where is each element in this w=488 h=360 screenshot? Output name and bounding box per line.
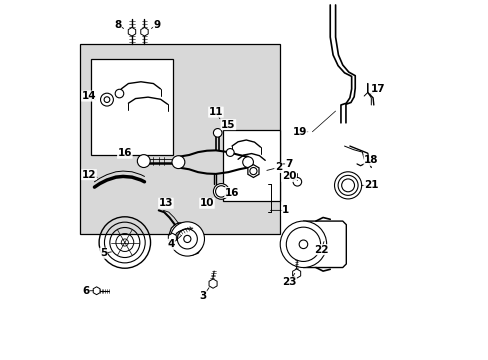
Circle shape [115,89,123,98]
Circle shape [242,157,253,167]
FancyBboxPatch shape [91,59,173,155]
Text: 16: 16 [117,148,132,158]
Circle shape [285,227,320,261]
Text: 22: 22 [313,245,328,255]
Circle shape [215,186,226,197]
Circle shape [183,235,190,243]
Text: 8: 8 [114,19,121,30]
Text: 12: 12 [81,170,96,180]
Text: 14: 14 [81,91,96,101]
Polygon shape [93,287,100,295]
Text: 4: 4 [167,239,175,249]
Circle shape [177,229,197,249]
Text: 11: 11 [208,107,223,117]
Circle shape [213,184,229,199]
Polygon shape [128,27,135,36]
Circle shape [334,172,361,199]
Circle shape [170,222,204,256]
Text: 10: 10 [199,198,214,208]
Text: 17: 17 [370,84,385,94]
Circle shape [337,175,357,195]
Text: 9: 9 [153,19,160,30]
Text: 20: 20 [281,171,296,181]
Text: 23: 23 [281,277,296,287]
Text: 2: 2 [274,162,282,172]
Circle shape [172,156,184,168]
Circle shape [213,129,222,137]
Text: 5: 5 [100,248,107,258]
Text: 15: 15 [221,120,235,130]
Polygon shape [292,269,300,278]
Text: 3: 3 [200,291,206,301]
Text: 6: 6 [82,286,89,296]
Text: 13: 13 [158,198,173,208]
FancyBboxPatch shape [80,44,280,234]
Polygon shape [168,233,176,243]
Circle shape [104,97,110,103]
Circle shape [249,167,257,175]
Circle shape [280,221,326,267]
Text: 18: 18 [364,156,378,165]
Text: 7: 7 [285,159,292,169]
Circle shape [137,155,150,167]
Circle shape [226,149,234,157]
Polygon shape [208,279,217,288]
Circle shape [299,240,307,249]
FancyBboxPatch shape [223,130,280,202]
Polygon shape [247,165,259,177]
Circle shape [341,179,354,192]
Text: 1: 1 [282,205,288,215]
Polygon shape [141,27,148,36]
Circle shape [292,177,301,186]
Text: 16: 16 [224,188,239,198]
Text: 21: 21 [364,180,378,190]
Text: 19: 19 [292,127,306,137]
Polygon shape [169,223,203,255]
